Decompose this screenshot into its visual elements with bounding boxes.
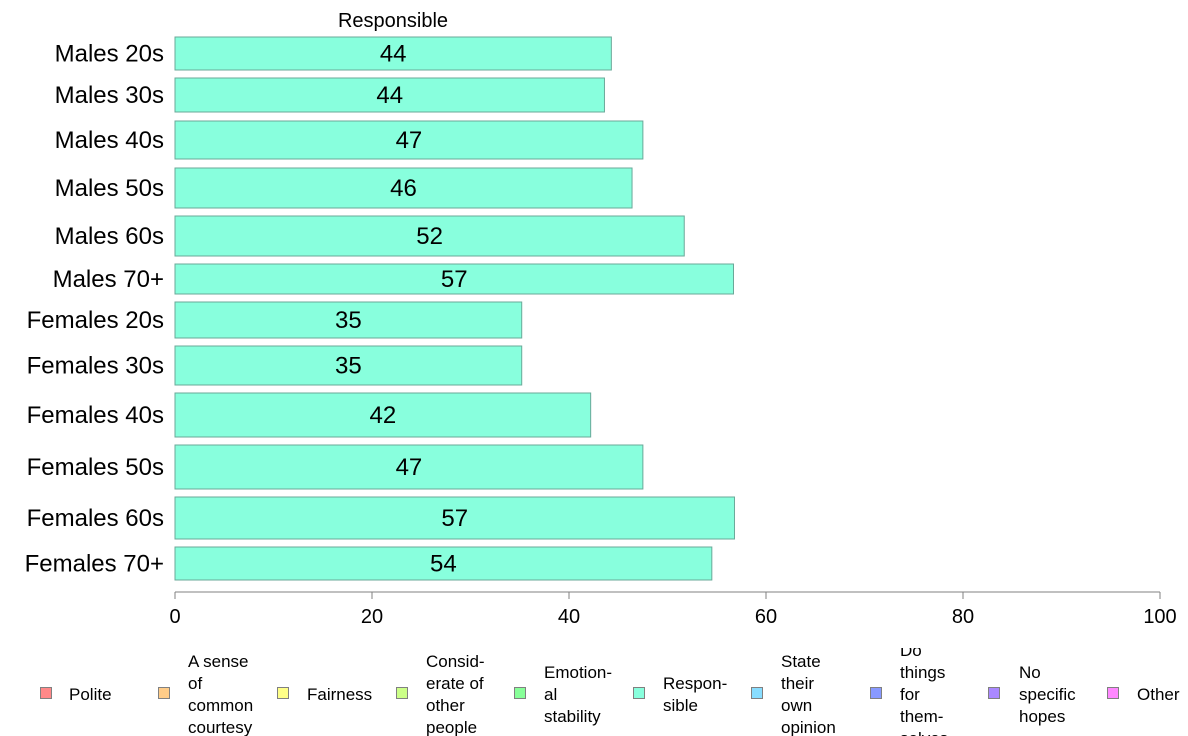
category-label: Females 70+ xyxy=(25,551,164,578)
legend-label: A sense of common courtesy xyxy=(188,652,254,736)
bar-value-label: 57 xyxy=(441,266,468,293)
legend-label: Fairness xyxy=(307,685,373,704)
legend-swatch xyxy=(40,687,52,699)
category-label: Males 40s xyxy=(55,127,164,154)
legend-swatch xyxy=(988,687,1000,699)
bar-value-label: 46 xyxy=(390,175,417,202)
bar xyxy=(174,301,523,339)
category-label: Males 70+ xyxy=(53,266,164,293)
category-label: Females 50s xyxy=(27,454,164,481)
bar-value-label: 47 xyxy=(396,127,423,154)
bar xyxy=(174,215,685,257)
bar-value-label: 54 xyxy=(430,551,457,578)
bar xyxy=(174,496,735,540)
bar xyxy=(174,36,612,71)
category-label: Females 30s xyxy=(27,353,164,380)
x-axis: 0 20 40 60 80 100 xyxy=(169,591,1177,628)
legend-swatch xyxy=(396,687,408,699)
legend-label: Respon- sible xyxy=(663,674,728,715)
legend-label: Polite xyxy=(69,685,112,704)
bar-value-label: 47 xyxy=(396,454,423,481)
category-label: Males 50s xyxy=(55,175,164,202)
category-label: Females 20s xyxy=(27,307,164,334)
legend-swatch xyxy=(870,687,882,699)
bar xyxy=(174,392,592,438)
legend-swatch xyxy=(751,687,763,699)
category-label: Males 60s xyxy=(55,223,164,250)
legend-label: No specific hopes xyxy=(1019,663,1076,726)
x-tick-label: 80 xyxy=(952,606,974,628)
bar xyxy=(174,444,644,490)
legend-label: Do things for them- selves xyxy=(900,648,948,736)
category-label: Females 60s xyxy=(27,505,164,532)
legend-swatch xyxy=(158,687,170,699)
bar xyxy=(174,77,605,113)
bar xyxy=(174,263,734,295)
x-tick-label: 60 xyxy=(755,606,777,628)
legend: Polite A sense of common courtesy Fairness… xyxy=(0,648,1188,736)
bar-value-label: 52 xyxy=(416,223,443,250)
x-tick-label: 0 xyxy=(169,606,180,628)
bar xyxy=(174,546,713,581)
legend-swatch xyxy=(633,687,645,699)
bar xyxy=(174,167,633,209)
bars-layer: Males 20s 44 Males 30s 44 Males 40s 47 Males 5… xyxy=(25,36,735,581)
bar xyxy=(174,120,644,160)
legend-label: Consid- erate of other people xyxy=(426,652,485,736)
x-tick-label: 100 xyxy=(1143,606,1176,628)
bar-value-label: 42 xyxy=(369,402,396,429)
bar-value-label: 35 xyxy=(335,307,362,334)
x-tick-label: 20 xyxy=(361,606,383,628)
bar-value-label: 57 xyxy=(441,505,468,532)
legend-label: Emotion- al stability xyxy=(544,663,613,726)
bar-value-label: 44 xyxy=(376,82,403,109)
bar-value-label: 35 xyxy=(335,353,362,380)
category-label: Males 30s xyxy=(55,82,164,109)
category-label: Males 20s xyxy=(55,41,164,68)
bar xyxy=(174,345,523,386)
legend-swatch xyxy=(277,687,289,699)
legend-label: Other xyxy=(1137,685,1180,704)
category-label: Females 40s xyxy=(27,402,164,429)
legend-swatch xyxy=(514,687,526,699)
bar-value-label: 44 xyxy=(380,41,407,68)
chart-title: Responsible xyxy=(338,10,448,32)
x-tick-label: 40 xyxy=(558,606,580,628)
legend-swatch xyxy=(1107,687,1119,699)
legend-label: State their own opinion xyxy=(781,652,836,736)
